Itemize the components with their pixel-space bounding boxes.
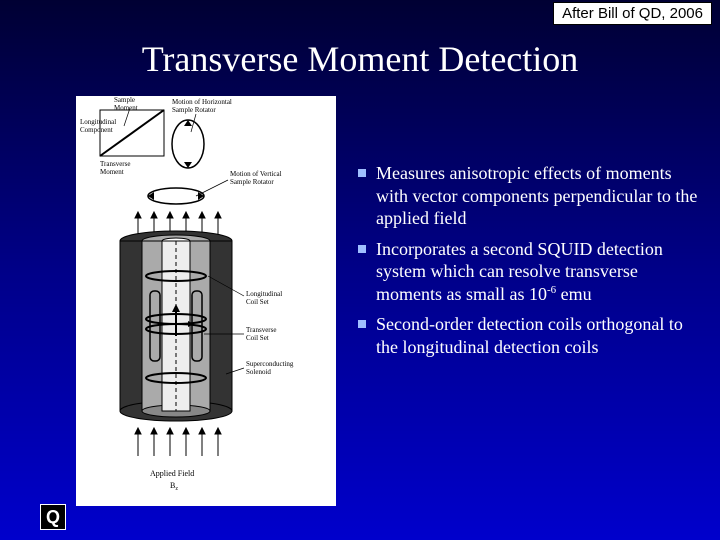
bullet-marker-icon <box>358 245 366 253</box>
bullet-list: Measures anisotropic effects of moments … <box>358 162 698 366</box>
applied-field-label: Applied Field <box>150 469 194 478</box>
horiz-rotator-label: Motion of Horizontal Sample Rotator <box>172 98 234 114</box>
graph-y-label: Longitudinal Component <box>80 118 118 134</box>
solenoid-label: Superconducting Solenoid <box>246 360 295 376</box>
bullet-marker-icon <box>358 320 366 328</box>
bullet-text: Second-order detection coils orthogonal … <box>376 313 698 358</box>
slide-title: Transverse Moment Detection <box>0 38 720 80</box>
qd-logo: Q <box>40 504 66 530</box>
graph-sample-label: Sample Moment <box>114 96 138 112</box>
bullet-marker-icon <box>358 169 366 177</box>
attribution-label: After Bill of QD, 2006 <box>553 2 712 25</box>
schematic-diagram: Longitudinal Component Sample Moment Tra… <box>76 96 336 506</box>
vert-rotator-label: Motion of Vertical Sample Rotator <box>230 170 283 186</box>
bullet-text: Incorporates a second SQUID detection sy… <box>376 238 698 306</box>
trans-coil-label: Transverse Coil Set <box>246 326 278 342</box>
bullet-text: Measures anisotropic effects of moments … <box>376 162 698 230</box>
graph-x-label: Transverse Moment <box>100 160 132 176</box>
bullet-item: Incorporates a second SQUID detection sy… <box>358 238 698 306</box>
bullet-item: Second-order detection coils orthogonal … <box>358 313 698 358</box>
svg-text:Bz: Bz <box>170 481 178 492</box>
bullet-item: Measures anisotropic effects of moments … <box>358 162 698 230</box>
long-coil-label: Longitudinal Coil Set <box>246 290 284 306</box>
